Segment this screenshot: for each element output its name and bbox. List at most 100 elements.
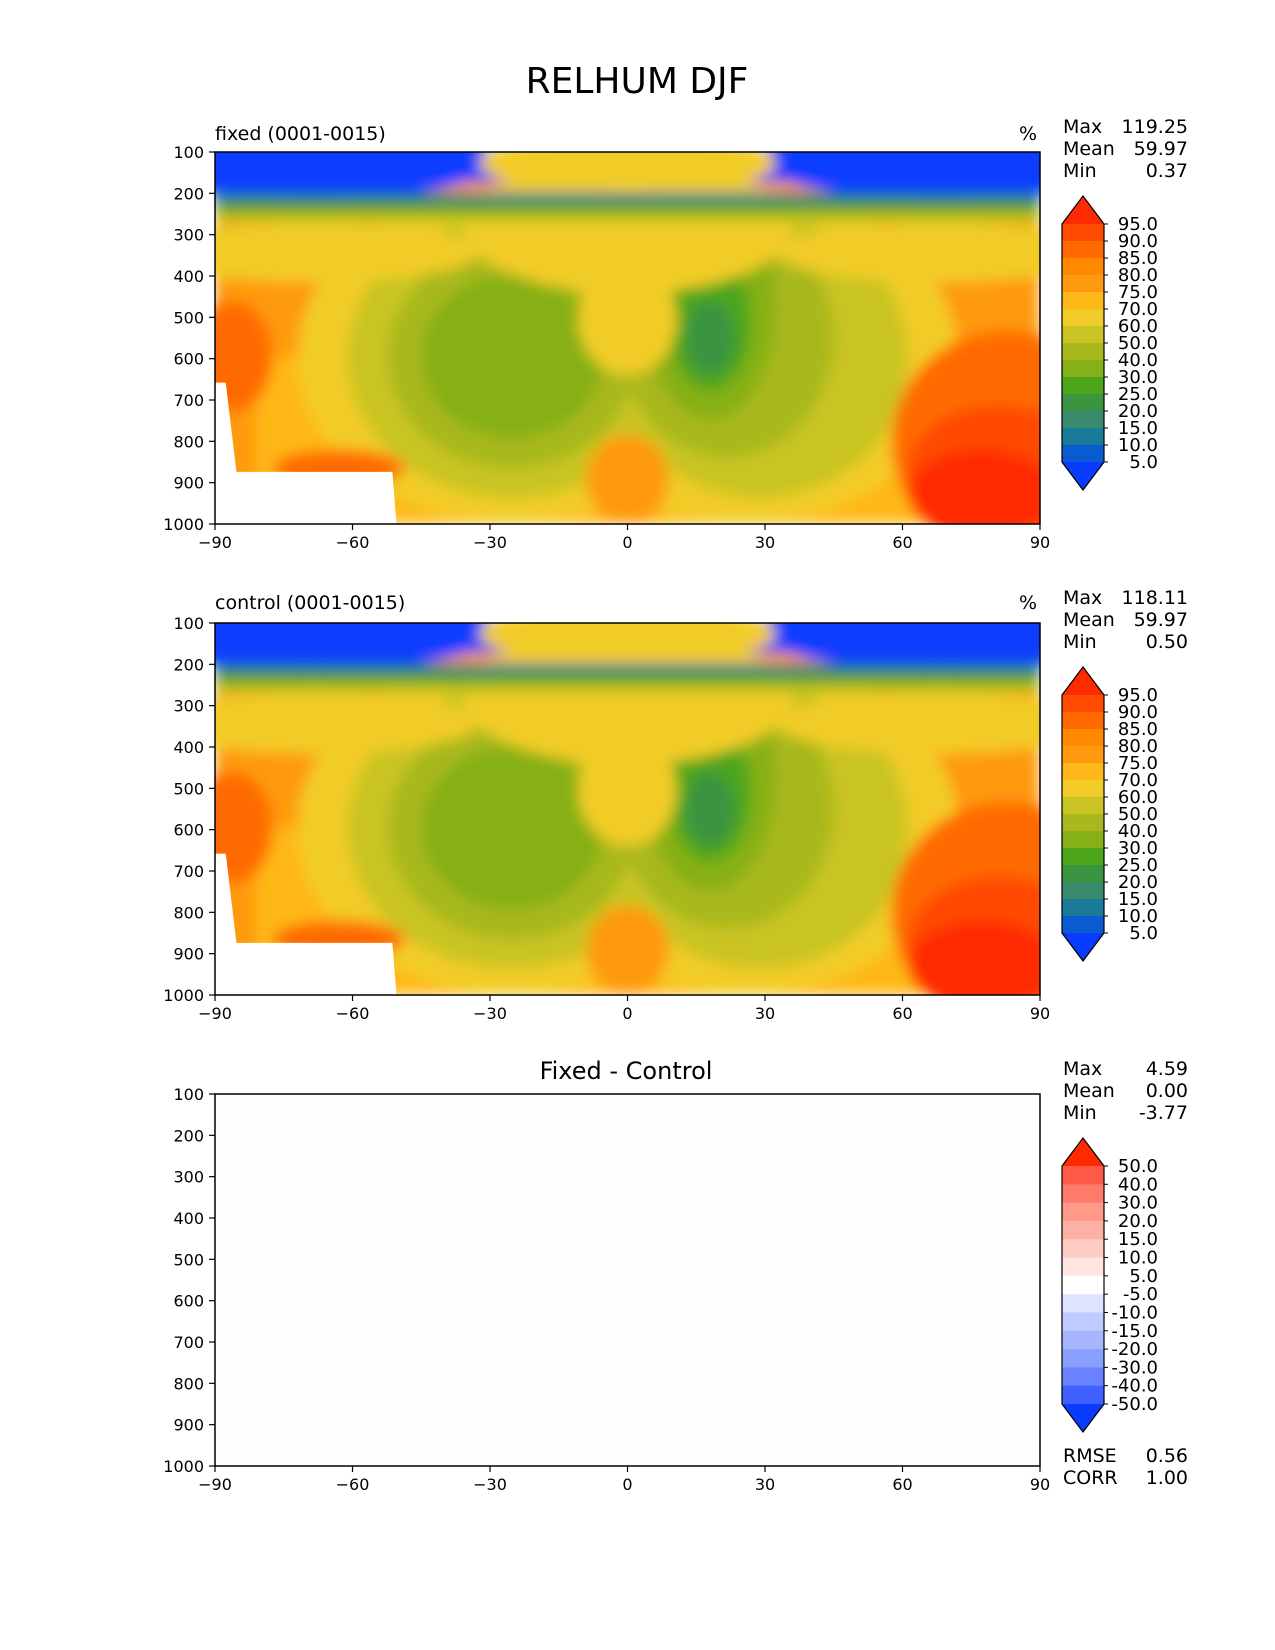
field-top-blue [759,623,1040,672]
colorbar-segment [1062,831,1104,849]
colorbar-label: 95.0 [1118,685,1158,706]
colorbar-label: 95.0 [1118,214,1158,235]
colorbar-label: 20.0 [1118,401,1158,422]
stat-label: Min [1063,160,1097,182]
colorbar-label: 70.0 [1118,299,1158,320]
x-tick-label: 90 [1030,1475,1050,1494]
stat-value: 119.25 [1122,116,1188,138]
stat-label: Max [1063,587,1102,609]
stats-block: Max 119.25 Mean 59.97 Min 0.37 [1063,116,1188,182]
y-tick-label: 700 [173,1333,204,1352]
colorbar-segment [1062,258,1104,276]
colorbar-label: 80.0 [1118,736,1158,757]
stat-value: 0.50 [1146,631,1188,653]
field-green-core [685,771,735,847]
panel-label: control (0001-0015) [215,592,405,614]
stats-block: Max 4.59 Mean 0.00 Min -3.77 [1063,1058,1188,1124]
y-tick-label: 800 [173,1374,204,1393]
colorbar-segment [1062,394,1104,412]
field-side-band [215,222,479,283]
x-tick-label: −60 [336,533,370,552]
colorbar-label: 60.0 [1118,787,1158,808]
colorbar-label: 20.0 [1118,1211,1158,1232]
y-tick-label: 700 [173,862,204,881]
field-top-stripe [215,671,1040,679]
y-tick-label: 900 [173,945,204,964]
panel-fixed: fixed (0001-0015) % −90 −60 −30 0 30 60 90 100 2… [163,116,1188,552]
y-tick-label: 500 [173,779,204,798]
colorbar-segment [1062,780,1104,798]
colorbar-segment [1062,916,1104,934]
colorbar-label: -30.0 [1111,1357,1158,1378]
x-tick-label: −60 [336,1475,370,1494]
field-top-blue [215,623,496,672]
panel-difference: Fixed - Control −90 −60 −30 0 30 60 90 100 200 30… [163,1057,1188,1494]
stat-label: CORR [1063,1467,1118,1489]
field-lower-orange [586,434,669,524]
y-tick-label: 100 [173,143,204,162]
stat-label: Mean [1063,138,1115,160]
colorbar-segment [1062,1257,1104,1277]
colorbar-label: -40.0 [1111,1376,1158,1397]
x-tick-label: 30 [755,1004,775,1023]
y-tick-label: 300 [173,697,204,716]
colorbar-label: 50.0 [1118,333,1158,354]
x-tick-label: 60 [892,533,912,552]
colorbar-label: -5.0 [1123,1284,1158,1305]
colorbar-label: 15.0 [1118,418,1158,439]
x-tick-label: 90 [1030,1004,1050,1023]
stat-value: 4.59 [1146,1058,1188,1080]
x-tick-label: −30 [473,1475,507,1494]
y-tick-label: 400 [173,267,204,286]
colorbar-segment [1062,224,1104,242]
x-tick-label: 0 [622,1475,632,1494]
colorbar-segment [1062,1166,1104,1185]
colorbar-label: 75.0 [1118,282,1158,303]
colorbar-segment [1062,763,1104,781]
y-tick-label: 100 [173,1085,204,1104]
axes: −90 −60 −30 0 30 60 90 100 200 300 400 500 600 700 800… [163,143,1050,552]
contour-field [215,623,1040,995]
difference-field [215,1094,1040,1466]
field-green-core [421,745,603,910]
x-tick-label: −90 [198,533,232,552]
colorbar-label: 10.0 [1118,1248,1158,1269]
y-tick-label: 1000 [163,515,204,534]
colorbar-label: -15.0 [1111,1321,1158,1342]
topography-mask [215,853,397,995]
x-tick-label: 0 [622,533,632,552]
y-tick-label: 700 [173,391,204,410]
colorbar-segment [1062,445,1104,463]
y-tick-label: 400 [173,1209,204,1228]
stat-value: 0.00 [1146,1080,1188,1102]
colorbar-label: 85.0 [1118,248,1158,269]
colorbar-label: 5.0 [1129,923,1158,944]
y-tick-label: 500 [173,308,204,327]
colorbar-label: 10.0 [1118,906,1158,927]
panel-label: fixed (0001-0015) [215,123,386,145]
colorbar-label: 75.0 [1118,753,1158,774]
colorbar-label: 10.0 [1118,435,1158,456]
colorbar-label: 25.0 [1118,384,1158,405]
colorbar-segment [1062,292,1104,310]
colorbar-label: 20.0 [1118,872,1158,893]
colorbar-segment [1062,1220,1104,1240]
stat-value: 118.11 [1122,587,1188,609]
field-left-warm [215,300,273,413]
colorbar-label: 90.0 [1118,231,1158,252]
field-top-center [479,623,776,664]
colorbar-extend-bottom [1062,933,1104,961]
field-lower-orange [586,905,669,995]
colorbar-segment [1062,1294,1104,1313]
stats-block: Max 118.11 Mean 59.97 Min 0.50 [1063,587,1188,653]
y-tick-label: 800 [173,903,204,922]
colorbar-label: 40.0 [1118,821,1158,842]
colorbar-segment [1062,746,1104,764]
field-top-stripe [215,678,1040,687]
colorbar-extend-top [1062,667,1104,695]
field-top-stripe [215,686,1040,694]
colorbar-extend-top [1062,196,1104,224]
colorbar-label: 30.0 [1118,1193,1158,1214]
colorbar: 95.090.085.080.075.070.060.050.040.030.0… [1061,195,1158,491]
y-tick-label: 200 [173,1126,204,1145]
